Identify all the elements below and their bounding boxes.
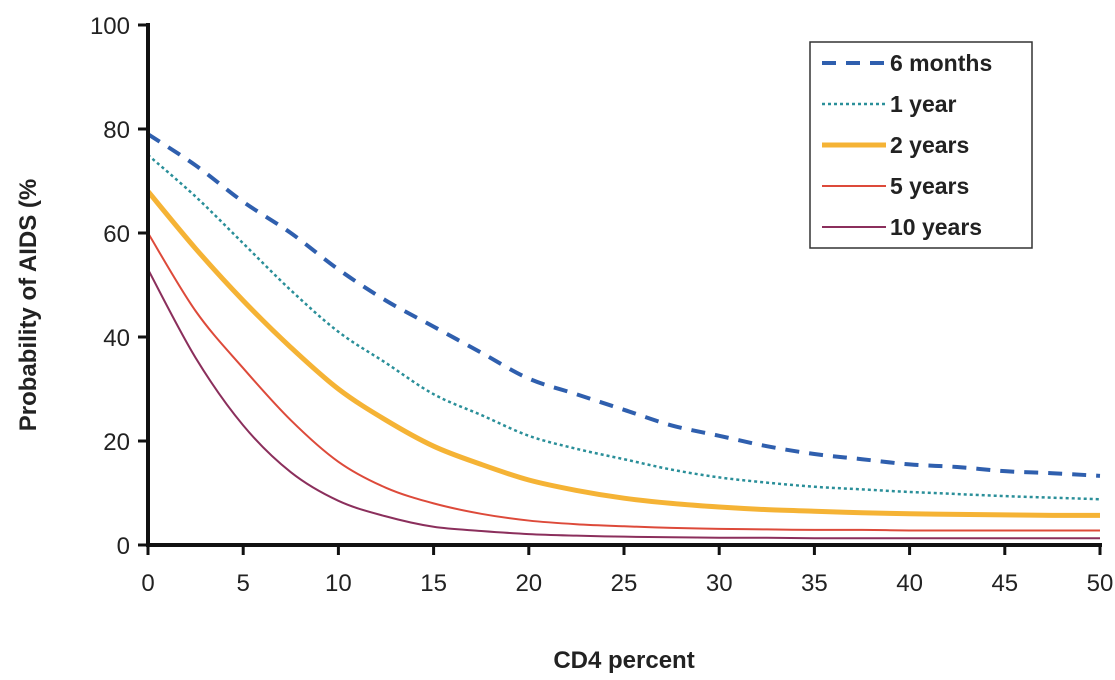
legend-label: 5 years [890,173,969,199]
y-tick-label: 0 [117,533,130,560]
series-line-10-years [147,268,1100,540]
series-line-1-year [147,154,1101,501]
series-line-2-years [146,189,1101,518]
x-tick-label: 25 [611,570,638,597]
y-tick-label: 100 [90,13,130,40]
legend-label: 1 year [890,91,957,117]
legend: 6 months 1 year 2 years 5 years 10 years [809,41,1033,249]
axes-layer: 0 20 40 60 80 100 0 5 10 15 20 25 30 35 40 45 50 [90,13,1113,597]
y-tick-label: 60 [103,221,130,248]
x-tick-label: 50 [1087,570,1114,597]
x-tick-label: 40 [896,570,923,597]
x-tick-label: 45 [991,570,1018,597]
y-axis-title: Probability of AIDS (% [15,179,42,431]
series-layer [146,132,1101,540]
x-tick-label: 5 [237,570,250,597]
x-tick-label: 30 [706,570,733,597]
series-line-6-months [146,132,1101,478]
legend-label: 6 months [890,50,992,76]
x-tick-label: 10 [325,570,352,597]
y-tick-label: 80 [103,117,130,144]
x-tick-label: 0 [141,570,154,597]
legend-label: 2 years [890,132,969,158]
x-axis-title: CD4 percent [553,647,694,674]
y-tick-label: 40 [103,325,130,352]
y-tick-label: 20 [103,429,130,456]
x-tick-label: 20 [515,570,542,597]
x-tick-label: 35 [801,570,828,597]
x-tick-label: 15 [420,570,447,597]
legend-label: 10 years [890,214,982,240]
series-line-5-years [147,232,1100,532]
